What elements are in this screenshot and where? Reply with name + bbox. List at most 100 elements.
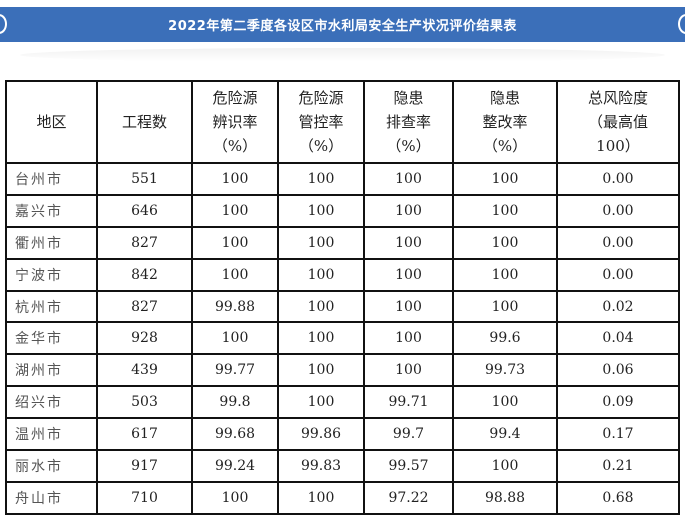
value-cell: 0.00 <box>556 257 680 292</box>
region-cell: 宁波市 <box>5 257 98 292</box>
table-row: 台州市 551 100 100 100 100 0.00 <box>5 162 680 196</box>
value-cell: 100 <box>191 257 279 292</box>
region-cell: 衢州市 <box>5 225 98 260</box>
value-cell: 0.06 <box>556 353 680 388</box>
column-header-line: 管控率 <box>298 113 344 131</box>
column-header-line: 危险源 <box>212 89 258 107</box>
column-header-line: 隐患 <box>393 89 424 107</box>
value-cell: 551 <box>96 162 193 196</box>
value-cell: 99.73 <box>452 353 558 388</box>
value-cell: 0.02 <box>556 289 680 324</box>
value-cell: 100 <box>191 193 279 228</box>
value-cell: 99.68 <box>191 417 279 452</box>
value-cell: 99.88 <box>191 289 279 324</box>
value-cell: 100 <box>452 225 558 260</box>
column-header-line: 危险源 <box>298 89 344 107</box>
table-row: 舟山市 710 100 100 97.22 98.88 0.68 <box>5 480 680 515</box>
value-cell: 99.71 <box>363 385 454 420</box>
value-cell: 100 <box>191 162 279 196</box>
value-cell: 100 <box>452 162 558 196</box>
value-cell: 100 <box>363 289 454 324</box>
value-cell: 99.7 <box>363 417 454 452</box>
column-header-line: 地区 <box>36 113 67 131</box>
value-cell: 99.24 <box>191 449 279 483</box>
value-cell: 0.00 <box>556 193 680 228</box>
value-cell: 646 <box>96 193 193 228</box>
region-cell: 台州市 <box>5 162 98 196</box>
value-cell: 99.86 <box>277 417 365 452</box>
value-cell: 99.4 <box>452 417 558 452</box>
value-cell: 100 <box>363 193 454 228</box>
value-cell: 617 <box>96 417 193 452</box>
region-cell: 舟山市 <box>5 480 98 515</box>
value-cell: 98.88 <box>452 480 558 515</box>
column-header-line: 辨识率 <box>212 113 258 131</box>
value-cell: 503 <box>96 385 193 420</box>
column-header: 总风险度 （最高值 100） <box>556 80 680 164</box>
value-cell: 100 <box>452 257 558 292</box>
column-header-line: （%） <box>298 137 344 155</box>
value-cell: 0.00 <box>556 225 680 260</box>
value-cell: 100 <box>452 385 558 420</box>
region-cell: 温州市 <box>5 417 98 452</box>
value-cell: 928 <box>96 321 193 356</box>
value-cell: 100 <box>452 449 558 483</box>
column-header-line: 100） <box>596 137 640 155</box>
region-cell: 湖州市 <box>5 353 98 388</box>
value-cell: 100 <box>277 385 365 420</box>
column-header-line: （%） <box>212 137 258 155</box>
value-cell: 827 <box>96 289 193 324</box>
column-header: 隐患 排查率 （%） <box>363 80 454 164</box>
value-cell: 842 <box>96 257 193 292</box>
evaluation-table: 地区 工程数 危险源 辨识率 （%） 危险源 管控率 （%） 隐患 排查率 （%） 隐患 整改率 （%） 总… <box>5 80 680 515</box>
column-header-line: 总风险度 <box>587 89 648 107</box>
value-cell: 99.8 <box>191 385 279 420</box>
region-cell: 丽水市 <box>5 449 98 483</box>
value-cell: 99.57 <box>363 449 454 483</box>
banner-shadow <box>20 48 665 62</box>
value-cell: 439 <box>96 353 193 388</box>
region-cell: 金华市 <box>5 321 98 356</box>
column-header-line: 隐患 <box>489 89 520 107</box>
column-header-line: 整改率 <box>482 113 528 131</box>
value-cell: 100 <box>363 162 454 196</box>
table-row: 丽水市 917 99.24 99.83 99.57 100 0.21 <box>5 449 680 483</box>
value-cell: 710 <box>96 480 193 515</box>
value-cell: 0.17 <box>556 417 680 452</box>
table-row: 衢州市 827 100 100 100 100 0.00 <box>5 225 680 260</box>
column-header-line: （%） <box>386 137 431 155</box>
value-cell: 100 <box>277 289 365 324</box>
value-cell: 0.68 <box>556 480 680 515</box>
table-row: 温州市 617 99.68 99.86 99.7 99.4 0.17 <box>5 417 680 452</box>
value-cell: 100 <box>363 257 454 292</box>
value-cell: 99.77 <box>191 353 279 388</box>
value-cell: 100 <box>452 289 558 324</box>
table-row: 宁波市 842 100 100 100 100 0.00 <box>5 257 680 292</box>
column-header: 地区 <box>5 80 98 164</box>
table-row: 绍兴市 503 99.8 100 99.71 100 0.09 <box>5 385 680 420</box>
value-cell: 100 <box>277 353 365 388</box>
value-cell: 100 <box>277 193 365 228</box>
table-row: 金华市 928 100 100 100 99.6 0.04 <box>5 321 680 356</box>
value-cell: 100 <box>363 321 454 356</box>
table-row: 杭州市 827 99.88 100 100 100 0.02 <box>5 289 680 324</box>
column-header: 隐患 整改率 （%） <box>452 80 558 164</box>
value-cell: 0.21 <box>556 449 680 483</box>
value-cell: 99.6 <box>452 321 558 356</box>
value-cell: 100 <box>363 225 454 260</box>
value-cell: 100 <box>277 480 365 515</box>
column-header: 危险源辨识率 （%） <box>191 80 279 164</box>
region-cell: 嘉兴市 <box>5 193 98 228</box>
value-cell: 0.00 <box>556 162 680 196</box>
column-header-line: （最高值 <box>587 113 648 131</box>
value-cell: 100 <box>191 225 279 260</box>
value-cell: 97.22 <box>363 480 454 515</box>
column-header: 危险源管控率 （%） <box>277 80 365 164</box>
value-cell: 100 <box>277 321 365 356</box>
title-banner: 2022年第二季度各设区市水利局安全生产状况评价结果表 <box>0 7 685 42</box>
value-cell: 100 <box>277 257 365 292</box>
table-row: 湖州市 439 99.77 100 100 99.73 0.06 <box>5 353 680 388</box>
value-cell: 100 <box>191 480 279 515</box>
value-cell: 827 <box>96 225 193 260</box>
value-cell: 0.04 <box>556 321 680 356</box>
